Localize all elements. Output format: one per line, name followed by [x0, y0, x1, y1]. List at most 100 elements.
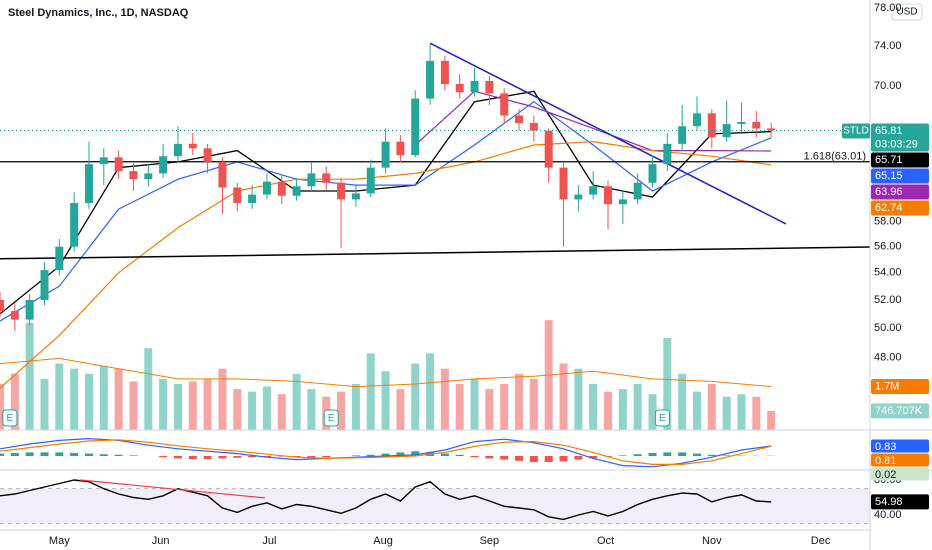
macd-histogram [55, 452, 64, 456]
candle-body [203, 148, 212, 162]
symbol-tag [842, 123, 870, 139]
macd-histogram [529, 456, 538, 462]
x-tick-label: Oct [597, 535, 614, 547]
candle-body [440, 60, 449, 85]
y-tick-label: 78.00 [874, 2, 902, 14]
price-label: 63.96 [875, 186, 903, 198]
volume-bar [604, 391, 613, 430]
volume-bar [381, 371, 390, 430]
candle-body [633, 182, 642, 200]
candle-body [604, 186, 613, 205]
candle-body [574, 194, 583, 200]
volume-bar [767, 410, 776, 430]
macd-histogram [25, 452, 34, 456]
x-tick-label: Sep [480, 535, 500, 547]
currency[interactable]: USD [896, 7, 917, 18]
macd-histogram [455, 454, 464, 456]
candle-body [322, 173, 331, 183]
price-label: 65.15 [875, 170, 903, 182]
volume-bar [173, 384, 182, 430]
macd-histogram [485, 456, 494, 459]
macd-histogram [381, 453, 390, 456]
price-label-box [871, 494, 929, 510]
macd-histogram [322, 456, 331, 458]
macd-histogram [203, 456, 212, 459]
trend-line [0, 246, 870, 260]
candle-body [218, 161, 227, 188]
macd-histogram [40, 452, 49, 456]
price-label-box [871, 439, 929, 453]
candle-body [515, 115, 524, 124]
macd-line [0, 437, 772, 468]
candle-body [292, 186, 301, 196]
volume-bar [233, 389, 242, 430]
y-tick-label: 50.00 [874, 322, 902, 334]
volume-bar [129, 381, 138, 430]
price-label: 62.74 [875, 202, 903, 214]
candle-body [455, 84, 464, 93]
rsi-pane [0, 479, 870, 525]
countdown: 03:03:29 [875, 138, 918, 150]
candle-body [40, 270, 49, 300]
candle-body [396, 141, 405, 156]
volume-bar [277, 394, 286, 430]
volume-bar [707, 384, 716, 430]
macd-histogram [248, 456, 257, 458]
volume-bar [618, 389, 627, 430]
candle-body [500, 93, 509, 116]
y-tick-label: 40.00 [874, 509, 902, 521]
price-label-box [871, 467, 929, 481]
macd-histogram [470, 456, 479, 458]
candle-body [248, 194, 257, 204]
y-tick-label: 48.00 [874, 351, 902, 363]
y-tick-label: 74.00 [874, 40, 902, 52]
candle-body [10, 311, 19, 320]
volume-bar [663, 338, 672, 430]
volume-bar [648, 394, 657, 430]
macd-histogram [722, 455, 731, 456]
price-label-box [871, 453, 929, 467]
x-tick-label: Jun [152, 535, 170, 547]
volume-ma [0, 357, 772, 388]
volume-bar [99, 366, 108, 430]
x-tick-label: May [49, 535, 70, 547]
candle-body [752, 121, 761, 129]
candle-body [25, 299, 34, 320]
volume-bar [500, 384, 509, 430]
x-tick-label: Aug [373, 535, 393, 547]
volume-bar [722, 396, 731, 430]
symbol-label: STLD [843, 126, 869, 137]
candle-body [737, 121, 746, 125]
volume-bar [248, 391, 257, 430]
y-tick-label: 52.00 [874, 294, 902, 306]
volume-bar [366, 353, 375, 430]
macd-histogram [648, 453, 657, 456]
candle-body [366, 167, 375, 194]
price-label: 0.02 [875, 469, 896, 481]
candle-body [426, 60, 435, 99]
volume-bar [559, 363, 568, 430]
x-tick-label: Jul [262, 535, 276, 547]
candle-body [337, 182, 346, 200]
macd-histogram [10, 453, 19, 456]
volume-bar [515, 373, 524, 430]
price-label-box [871, 200, 929, 216]
volume-bar [0, 384, 4, 430]
macd-histogram [633, 454, 642, 456]
candle-body [648, 164, 657, 183]
candle-body [544, 130, 553, 168]
volume-bar [159, 378, 168, 430]
macd-histogram [173, 456, 182, 459]
volume-bar [678, 373, 687, 430]
candle-body [114, 157, 123, 172]
price-label: 1.7M [875, 380, 899, 392]
volume-bar [351, 384, 360, 430]
volume-bar [411, 363, 420, 430]
candle-body [589, 186, 598, 195]
currency-button[interactable] [891, 3, 923, 21]
price-label: 0.83 [875, 441, 896, 453]
volume-bar [84, 373, 93, 430]
rsi-line [0, 479, 772, 521]
macd-histogram [692, 453, 701, 456]
